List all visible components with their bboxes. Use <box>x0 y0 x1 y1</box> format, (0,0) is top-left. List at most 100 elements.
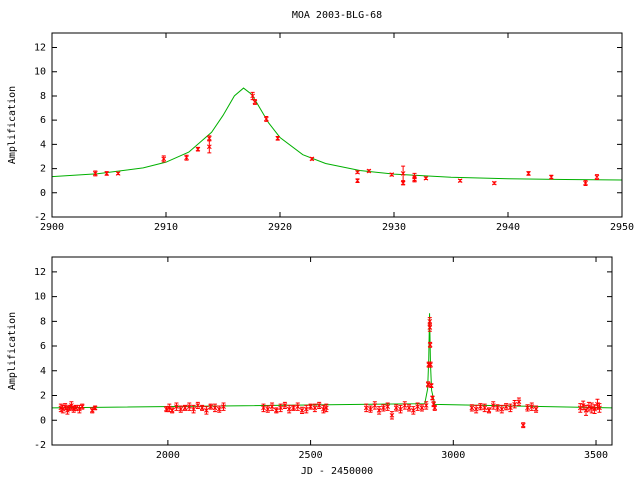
data-point <box>355 169 360 175</box>
y-tick-label: 10 <box>34 292 46 303</box>
data-point <box>291 404 296 411</box>
data-point <box>115 171 121 176</box>
data-point <box>412 176 417 183</box>
data-point <box>376 406 382 415</box>
data-point <box>204 406 209 415</box>
y-tick-label: 0 <box>40 188 46 199</box>
data-point <box>182 404 188 411</box>
data-point <box>195 146 201 152</box>
data-point <box>508 403 513 413</box>
y-tick-label: 4 <box>40 139 46 150</box>
data-point <box>393 404 399 412</box>
data-point <box>577 403 583 413</box>
data-point <box>169 407 175 414</box>
y-tick-label: -2 <box>34 440 46 451</box>
data-point <box>372 401 378 410</box>
data-point <box>512 399 518 409</box>
data-point <box>430 395 435 401</box>
data-point <box>69 401 74 410</box>
y-tick-label: 2 <box>40 164 46 175</box>
y-tick-label: 10 <box>34 67 46 78</box>
data-point <box>221 402 226 411</box>
data-point <box>526 171 531 176</box>
data-point <box>597 403 602 413</box>
data-point <box>191 404 196 414</box>
chart-title: MOA 2003-BLG-68 <box>292 10 382 21</box>
data-point <box>265 405 271 413</box>
data-point <box>71 405 77 413</box>
data-point <box>263 116 269 122</box>
data-point <box>533 405 539 413</box>
data-point <box>166 403 172 413</box>
data-point <box>525 404 530 412</box>
data-point <box>529 402 535 411</box>
y-tick-label: 0 <box>40 415 46 426</box>
data-point <box>428 361 433 368</box>
data-point <box>381 404 386 412</box>
y-axis-label: Amplification <box>7 312 18 390</box>
y-tick-label: 4 <box>40 366 46 377</box>
model-curve <box>51 87 623 181</box>
data-point <box>261 403 266 413</box>
data-point <box>482 403 488 413</box>
data-point <box>62 403 68 411</box>
x-tick-label: 2910 <box>154 222 178 233</box>
data-point <box>295 402 301 411</box>
data-point <box>273 407 279 414</box>
data-point <box>212 403 218 413</box>
data-point <box>206 135 212 142</box>
data-point <box>92 170 98 177</box>
data-point <box>583 404 589 416</box>
data-point <box>178 405 184 413</box>
data-point <box>400 180 406 186</box>
data-point <box>586 401 592 412</box>
data-point <box>60 404 66 414</box>
data-point <box>402 401 408 410</box>
x-tick-label: 2000 <box>156 450 180 461</box>
data-point <box>186 402 192 411</box>
data-point <box>499 404 505 414</box>
data-point <box>79 403 85 410</box>
data-point <box>308 403 313 410</box>
plot-frame <box>51 32 623 218</box>
data-point <box>427 323 433 332</box>
data-point <box>252 99 258 105</box>
data-point <box>323 403 329 413</box>
data-point <box>580 400 586 411</box>
data-point <box>299 406 305 414</box>
data-point <box>199 404 205 411</box>
data-point <box>216 405 222 413</box>
y-axis-label: Amplification <box>7 86 18 164</box>
data-point <box>250 91 255 101</box>
y-tick-label: 2 <box>40 391 46 402</box>
y-tick-label: -2 <box>34 212 46 223</box>
data-point <box>174 402 179 411</box>
data-point <box>490 401 496 410</box>
data-point <box>92 405 98 411</box>
y-tick-label: 6 <box>40 115 46 126</box>
data-point <box>385 402 391 411</box>
data-point <box>363 403 369 413</box>
data-point <box>419 404 425 412</box>
data-point <box>457 178 463 184</box>
data-point <box>164 406 169 413</box>
data-point <box>312 403 318 413</box>
data-point <box>195 401 201 410</box>
data-point <box>473 404 479 414</box>
data-point <box>104 171 110 176</box>
data-point <box>432 404 438 411</box>
data-point <box>275 135 281 141</box>
data-point <box>316 401 322 410</box>
data-point <box>321 404 326 414</box>
x-tick-label: 2950 <box>610 222 634 233</box>
data-point <box>208 403 214 410</box>
data-point <box>589 402 595 414</box>
data-point <box>389 172 395 177</box>
data-point <box>366 168 372 174</box>
data-point <box>398 404 403 414</box>
data-point <box>428 383 434 388</box>
data-point <box>278 403 283 413</box>
data-point <box>269 402 275 411</box>
data-point <box>520 422 526 429</box>
